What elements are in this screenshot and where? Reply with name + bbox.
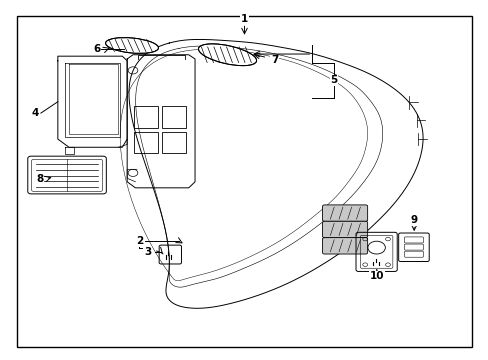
Bar	[134, 132, 158, 153]
Text: 6: 6	[93, 44, 100, 54]
FancyBboxPatch shape	[322, 238, 367, 254]
Text: 7: 7	[270, 55, 278, 66]
Text: 8: 8	[36, 174, 43, 184]
FancyBboxPatch shape	[322, 221, 367, 238]
Bar	[162, 106, 186, 128]
Text: 10: 10	[369, 271, 384, 281]
Ellipse shape	[105, 37, 158, 53]
Text: 1: 1	[241, 14, 247, 24]
Ellipse shape	[198, 44, 256, 66]
Text: 4: 4	[31, 108, 39, 118]
Text: 3: 3	[143, 247, 151, 257]
Text: 5: 5	[330, 75, 337, 85]
FancyBboxPatch shape	[322, 205, 367, 221]
Text: 9: 9	[410, 215, 417, 225]
Bar	[162, 132, 186, 153]
Text: 2: 2	[135, 236, 142, 246]
Bar	[134, 106, 158, 128]
